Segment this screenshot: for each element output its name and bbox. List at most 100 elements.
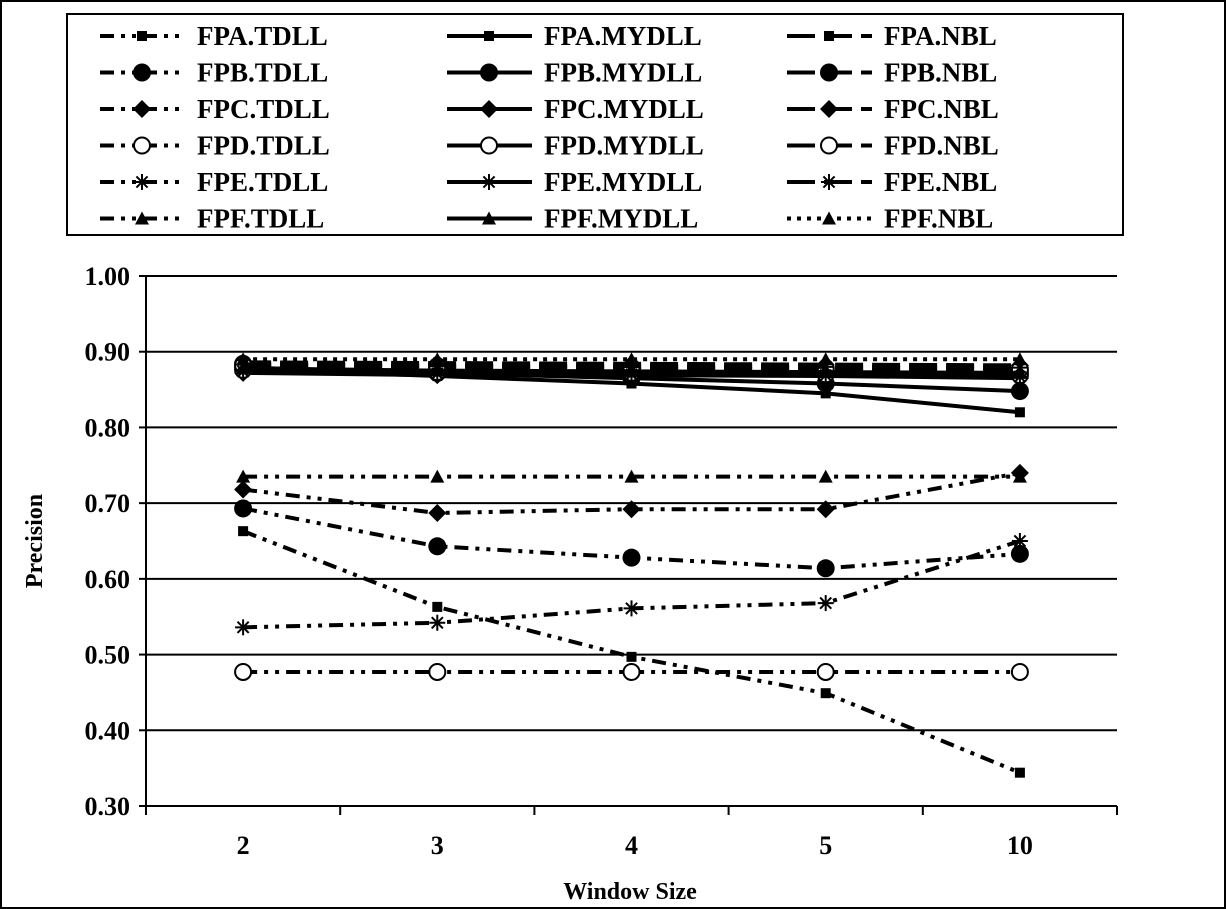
legend-item: FPF.NBL xyxy=(787,204,993,234)
marker-circle xyxy=(480,63,498,82)
series-layer xyxy=(234,352,1029,778)
legend-label: FPA.MYDLL xyxy=(544,21,702,51)
legend-item: FPA.NBL xyxy=(787,21,997,51)
legend-label: FPD.MYDLL xyxy=(544,131,704,161)
marker-diamond xyxy=(816,500,835,519)
axes xyxy=(145,276,1118,815)
marker-star xyxy=(623,600,640,617)
y-tick-label: 0.40 xyxy=(85,716,131,745)
marker-open-circle xyxy=(820,136,838,155)
legend-label: FPF.TDLL xyxy=(197,204,324,234)
y-tick-label: 0.90 xyxy=(85,338,131,367)
marker-square xyxy=(820,688,831,699)
marker-diamond xyxy=(820,100,838,118)
marker-circle xyxy=(1010,382,1029,401)
marker-circle xyxy=(1010,544,1029,563)
legend-item: FPF.MYDLL xyxy=(447,204,698,234)
marker-star xyxy=(817,595,834,612)
series-fpf-tdll xyxy=(236,469,1027,483)
marker-circle xyxy=(816,559,835,578)
y-tick-label: 0.30 xyxy=(85,792,131,821)
legend-label: FPC.MYDLL xyxy=(544,94,704,124)
marker-circle xyxy=(820,63,838,82)
y-tick-label: 0.70 xyxy=(85,489,131,518)
marker-star xyxy=(235,619,252,636)
legend-item: FPE.TDLL xyxy=(100,167,328,197)
y-tick-label: 1.00 xyxy=(85,262,131,291)
marker-triangle xyxy=(822,211,836,225)
legend-item: FPD.NBL xyxy=(787,131,999,161)
legend-label: FPA.NBL xyxy=(884,21,997,51)
marker-open-circle xyxy=(816,662,835,681)
legend-item: FPA.TDLL xyxy=(100,21,328,51)
legend-item: FPB.NBL xyxy=(787,58,997,88)
legend-label: FPF.MYDLL xyxy=(544,204,698,234)
marker-triangle xyxy=(1012,365,1027,379)
legend-label: FPD.TDLL xyxy=(197,131,330,161)
marker-triangle xyxy=(430,363,445,377)
legend-item: FPC.MYDLL xyxy=(447,94,704,124)
legend-label: FPE.NBL xyxy=(884,167,997,197)
legend-label: FPB.MYDLL xyxy=(544,58,702,88)
marker-triangle xyxy=(135,211,149,225)
marker-triangle xyxy=(818,469,833,483)
legend-item: FPF.TDLL xyxy=(100,204,324,234)
legend-item: FPD.TDLL xyxy=(100,131,330,161)
marker-square xyxy=(432,601,443,612)
marker-square xyxy=(626,651,637,662)
marker-square xyxy=(1014,767,1025,778)
marker-open-circle xyxy=(1010,662,1029,681)
marker-triangle xyxy=(430,469,445,483)
legend-item: FPD.MYDLL xyxy=(447,131,704,161)
legend-label: FPF.NBL xyxy=(884,204,993,234)
marker-circle xyxy=(133,63,151,82)
marker-open-circle xyxy=(428,662,447,681)
legend-label: FPB.TDLL xyxy=(197,58,328,88)
x-tick-label: 2 xyxy=(237,831,250,860)
x-tick-label: 4 xyxy=(625,831,638,860)
marker-triangle xyxy=(818,352,833,366)
legend-label: FPD.NBL xyxy=(884,131,999,161)
marker-triangle xyxy=(236,352,251,366)
marker-square xyxy=(238,526,249,537)
marker-square xyxy=(824,31,834,41)
y-axis-title: Precision xyxy=(22,494,48,588)
marker-square xyxy=(484,31,494,41)
y-tick-label: 0.60 xyxy=(85,565,131,594)
marker-square xyxy=(1014,407,1025,418)
legend-item: FPE.MYDLL xyxy=(447,167,702,197)
marker-star xyxy=(1011,533,1028,549)
legend: FPA.TDLL FPA.MYDLL FPA.NBL FPB.TDLL FPB.MYDL… xyxy=(100,21,999,234)
marker-triangle xyxy=(236,361,251,375)
marker-diamond xyxy=(480,100,498,118)
marker-open-circle xyxy=(133,136,151,155)
legend-label: FPE.MYDLL xyxy=(544,167,702,197)
marker-triangle xyxy=(624,469,639,483)
legend-item: FPB.MYDLL xyxy=(447,58,702,88)
series-fpe-tdll xyxy=(235,533,1028,636)
marker-star xyxy=(429,614,446,631)
marker-diamond xyxy=(133,100,151,118)
legend-label: FPA.TDLL xyxy=(197,21,328,51)
marker-triangle xyxy=(1012,469,1027,483)
marker-circle xyxy=(428,537,447,556)
marker-triangle xyxy=(1012,352,1027,366)
marker-diamond xyxy=(428,503,447,522)
legend-item: FPE.NBL xyxy=(787,167,997,197)
series-fpb-tdll xyxy=(234,499,1029,578)
x-tick-label: 5 xyxy=(819,831,832,860)
legend-label: FPE.TDLL xyxy=(197,167,328,197)
y-tick-label: 0.50 xyxy=(85,641,131,670)
series-fpa-tdll xyxy=(238,526,1025,778)
marker-open-circle xyxy=(234,662,253,681)
x-tick-label: 3 xyxy=(431,831,444,860)
legend-item: FPA.MYDLL xyxy=(447,21,702,51)
legend-label: FPC.TDLL xyxy=(197,94,330,124)
marker-square xyxy=(137,31,147,41)
x-axis-title: Window Size xyxy=(563,879,697,905)
marker-triangle xyxy=(624,352,639,366)
marker-circle xyxy=(234,499,253,518)
legend-box xyxy=(66,13,1124,236)
tick-labels: 0.30 0.40 0.50 0.60 0.70 0.80 0.90 1.00 2 3 4 5 10 xyxy=(85,262,1033,860)
marker-square xyxy=(820,388,831,399)
